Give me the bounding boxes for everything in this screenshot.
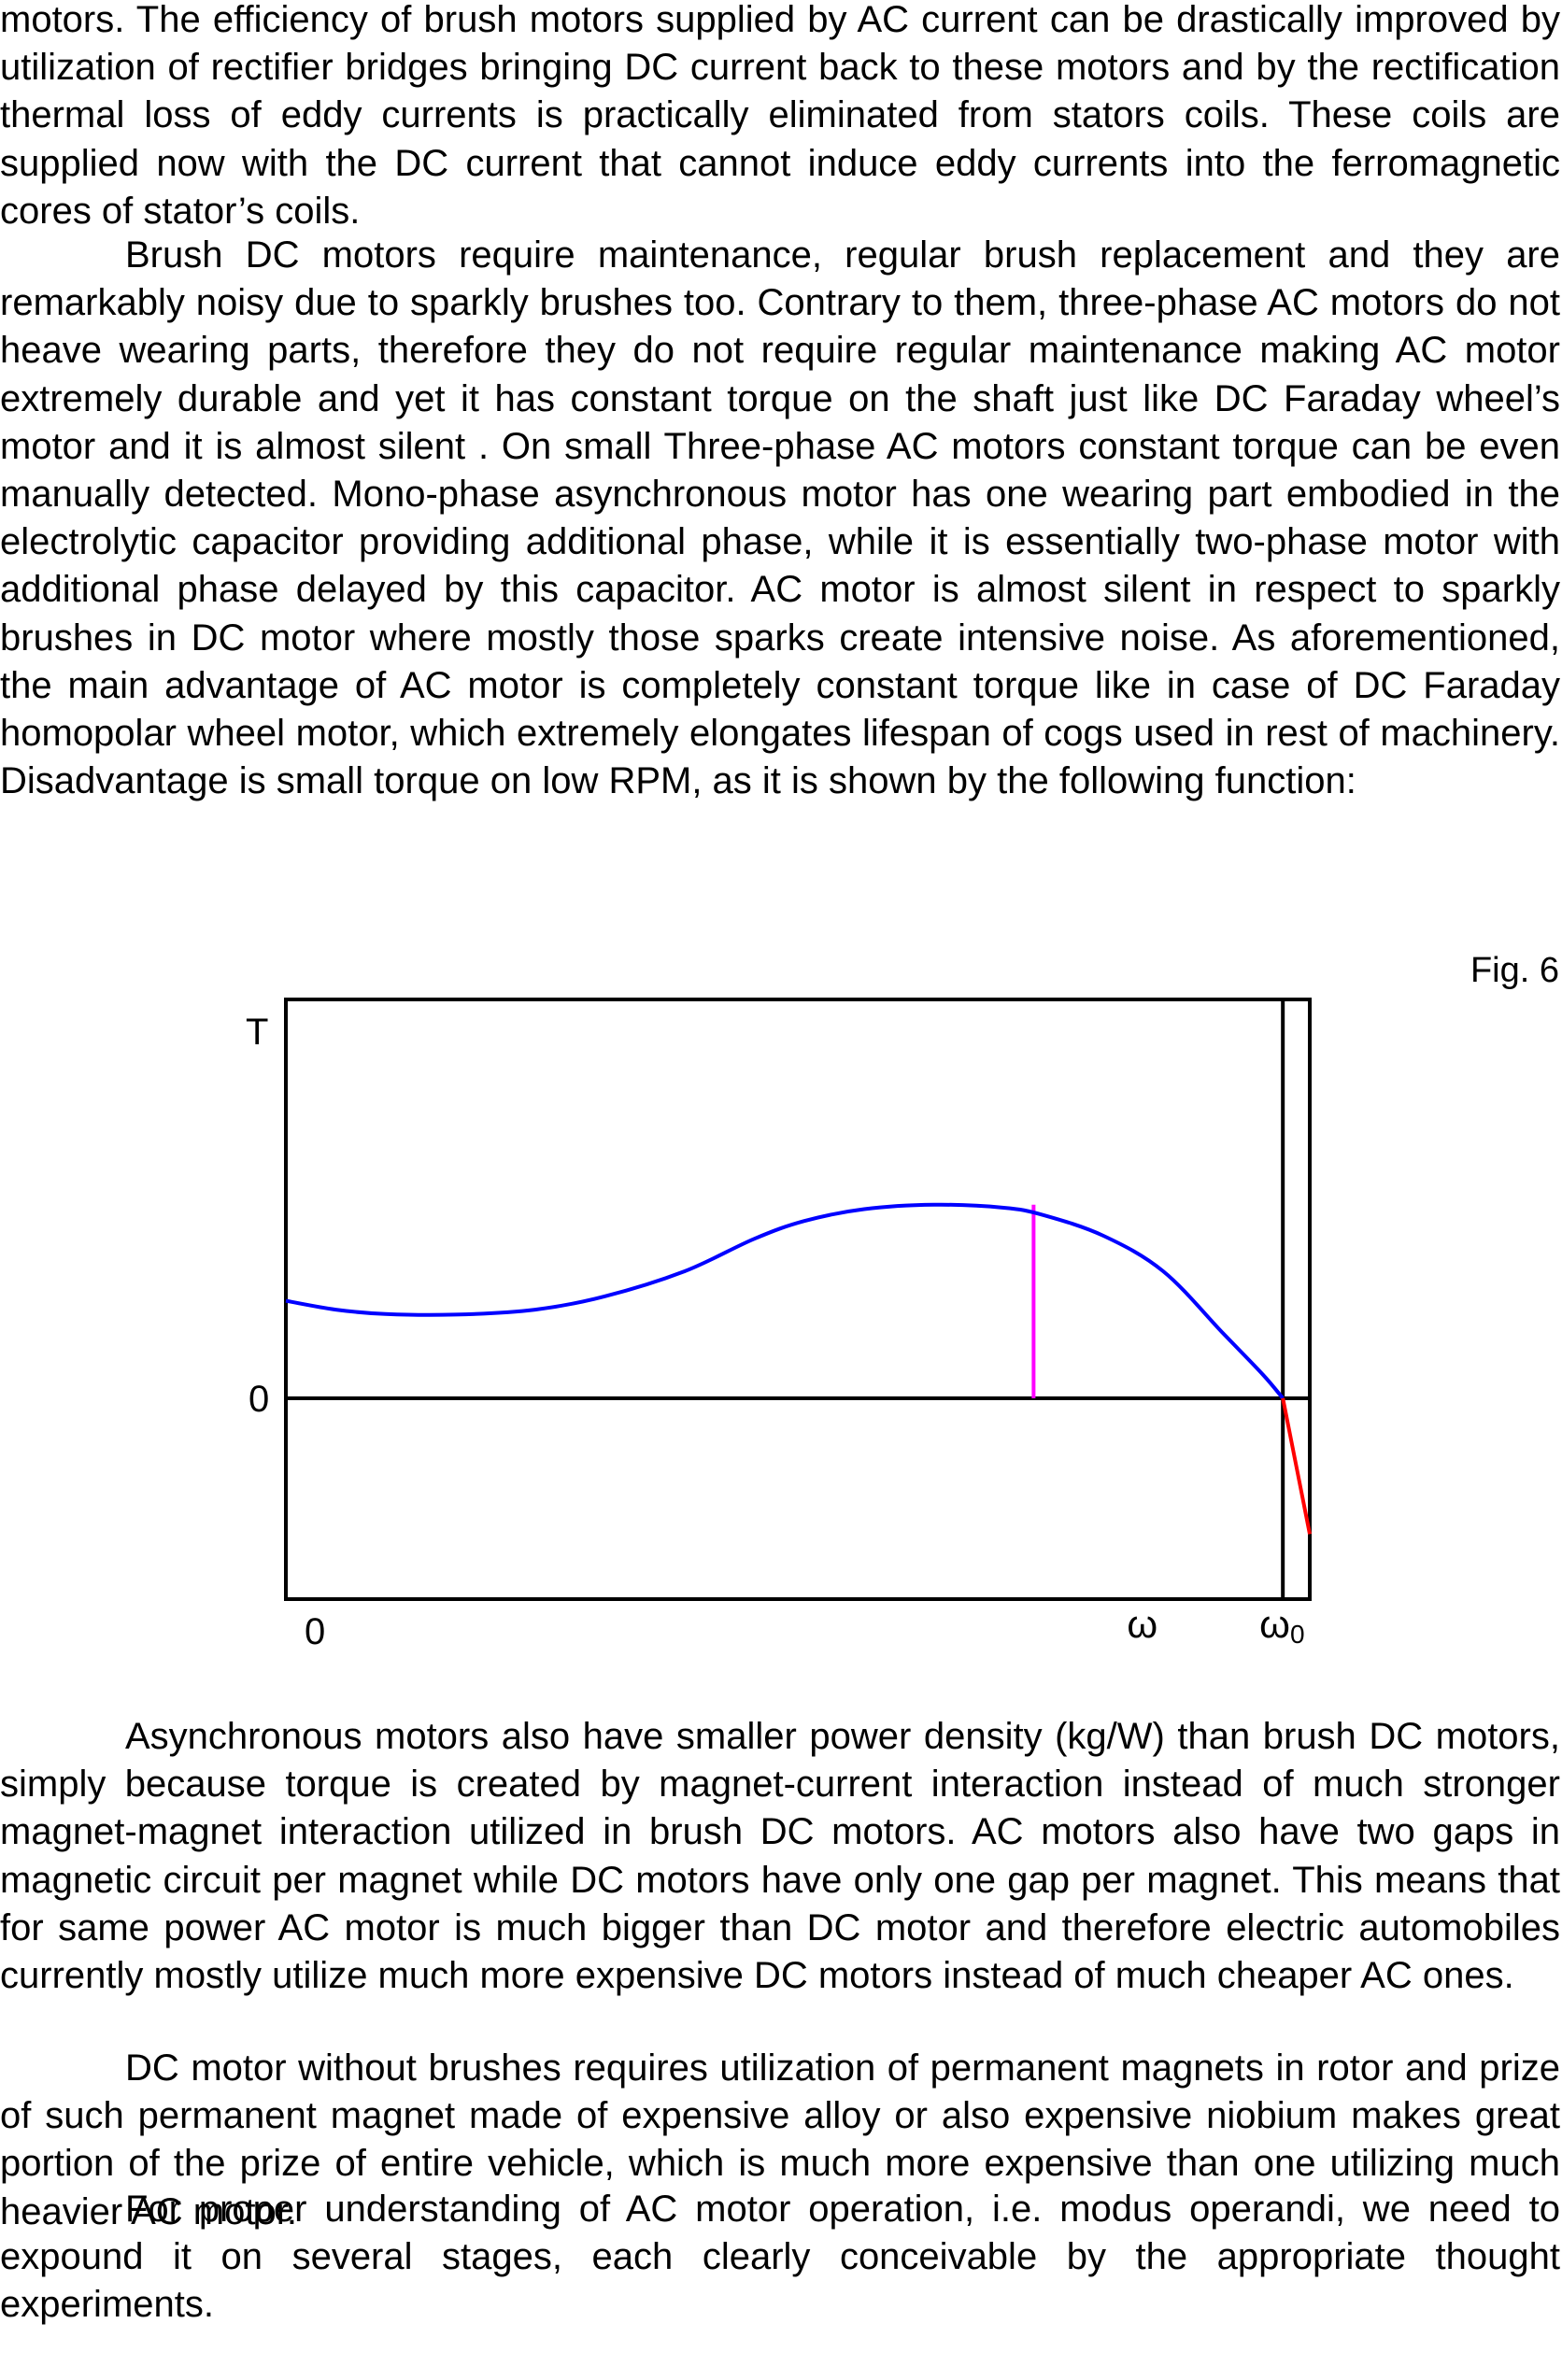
omega-zero-subscript: 0: [1290, 1620, 1305, 1649]
torque-speed-chart: T 0 0 ω ω0: [246, 998, 1312, 1652]
paragraph-2: Brush DC motors require maintenance, reg…: [0, 234, 1560, 802]
omega-zero-main: ω: [1259, 1602, 1290, 1646]
paragraph-3: Asynchronous motors also have smaller po…: [0, 1716, 1560, 1997]
y-axis-label: T: [246, 1012, 268, 1053]
torque-curve-series: [285, 1202, 1285, 1400]
paragraph-5: For proper understanding of AC motor ope…: [0, 2189, 1560, 2326]
marker-layer: [1031, 999, 1285, 1599]
omega-label: ω: [1127, 1602, 1157, 1646]
x-origin-tick-label: 0: [305, 1611, 325, 1652]
braking-region-series: [1281, 1397, 1312, 1535]
y-zero-tick-label: 0: [248, 1379, 269, 1420]
plot-frame: [284, 998, 1312, 1601]
omega-zero-label: ω0: [1259, 1602, 1304, 1649]
paragraph-1: motors. The efficiency of brush motors s…: [0, 0, 1560, 232]
series-layer: [285, 1202, 1312, 1535]
figure-caption: Fig. 6: [1470, 951, 1559, 990]
paragraph-4: DC motor without brushes requires utiliz…: [0, 2047, 1560, 2232]
